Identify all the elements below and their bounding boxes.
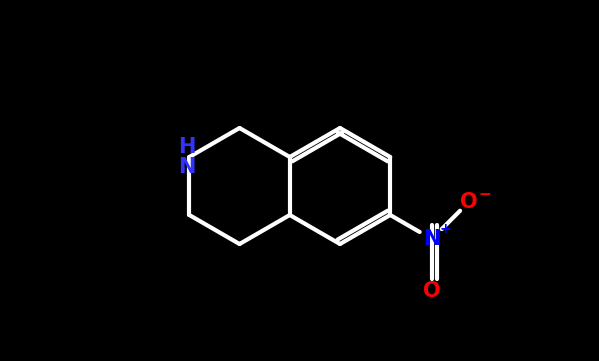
Text: +: + bbox=[440, 222, 452, 236]
Text: O: O bbox=[423, 281, 441, 301]
Text: N: N bbox=[423, 229, 440, 249]
Text: H
N: H N bbox=[179, 137, 196, 177]
Text: −: − bbox=[478, 187, 491, 202]
Text: O: O bbox=[460, 192, 477, 212]
